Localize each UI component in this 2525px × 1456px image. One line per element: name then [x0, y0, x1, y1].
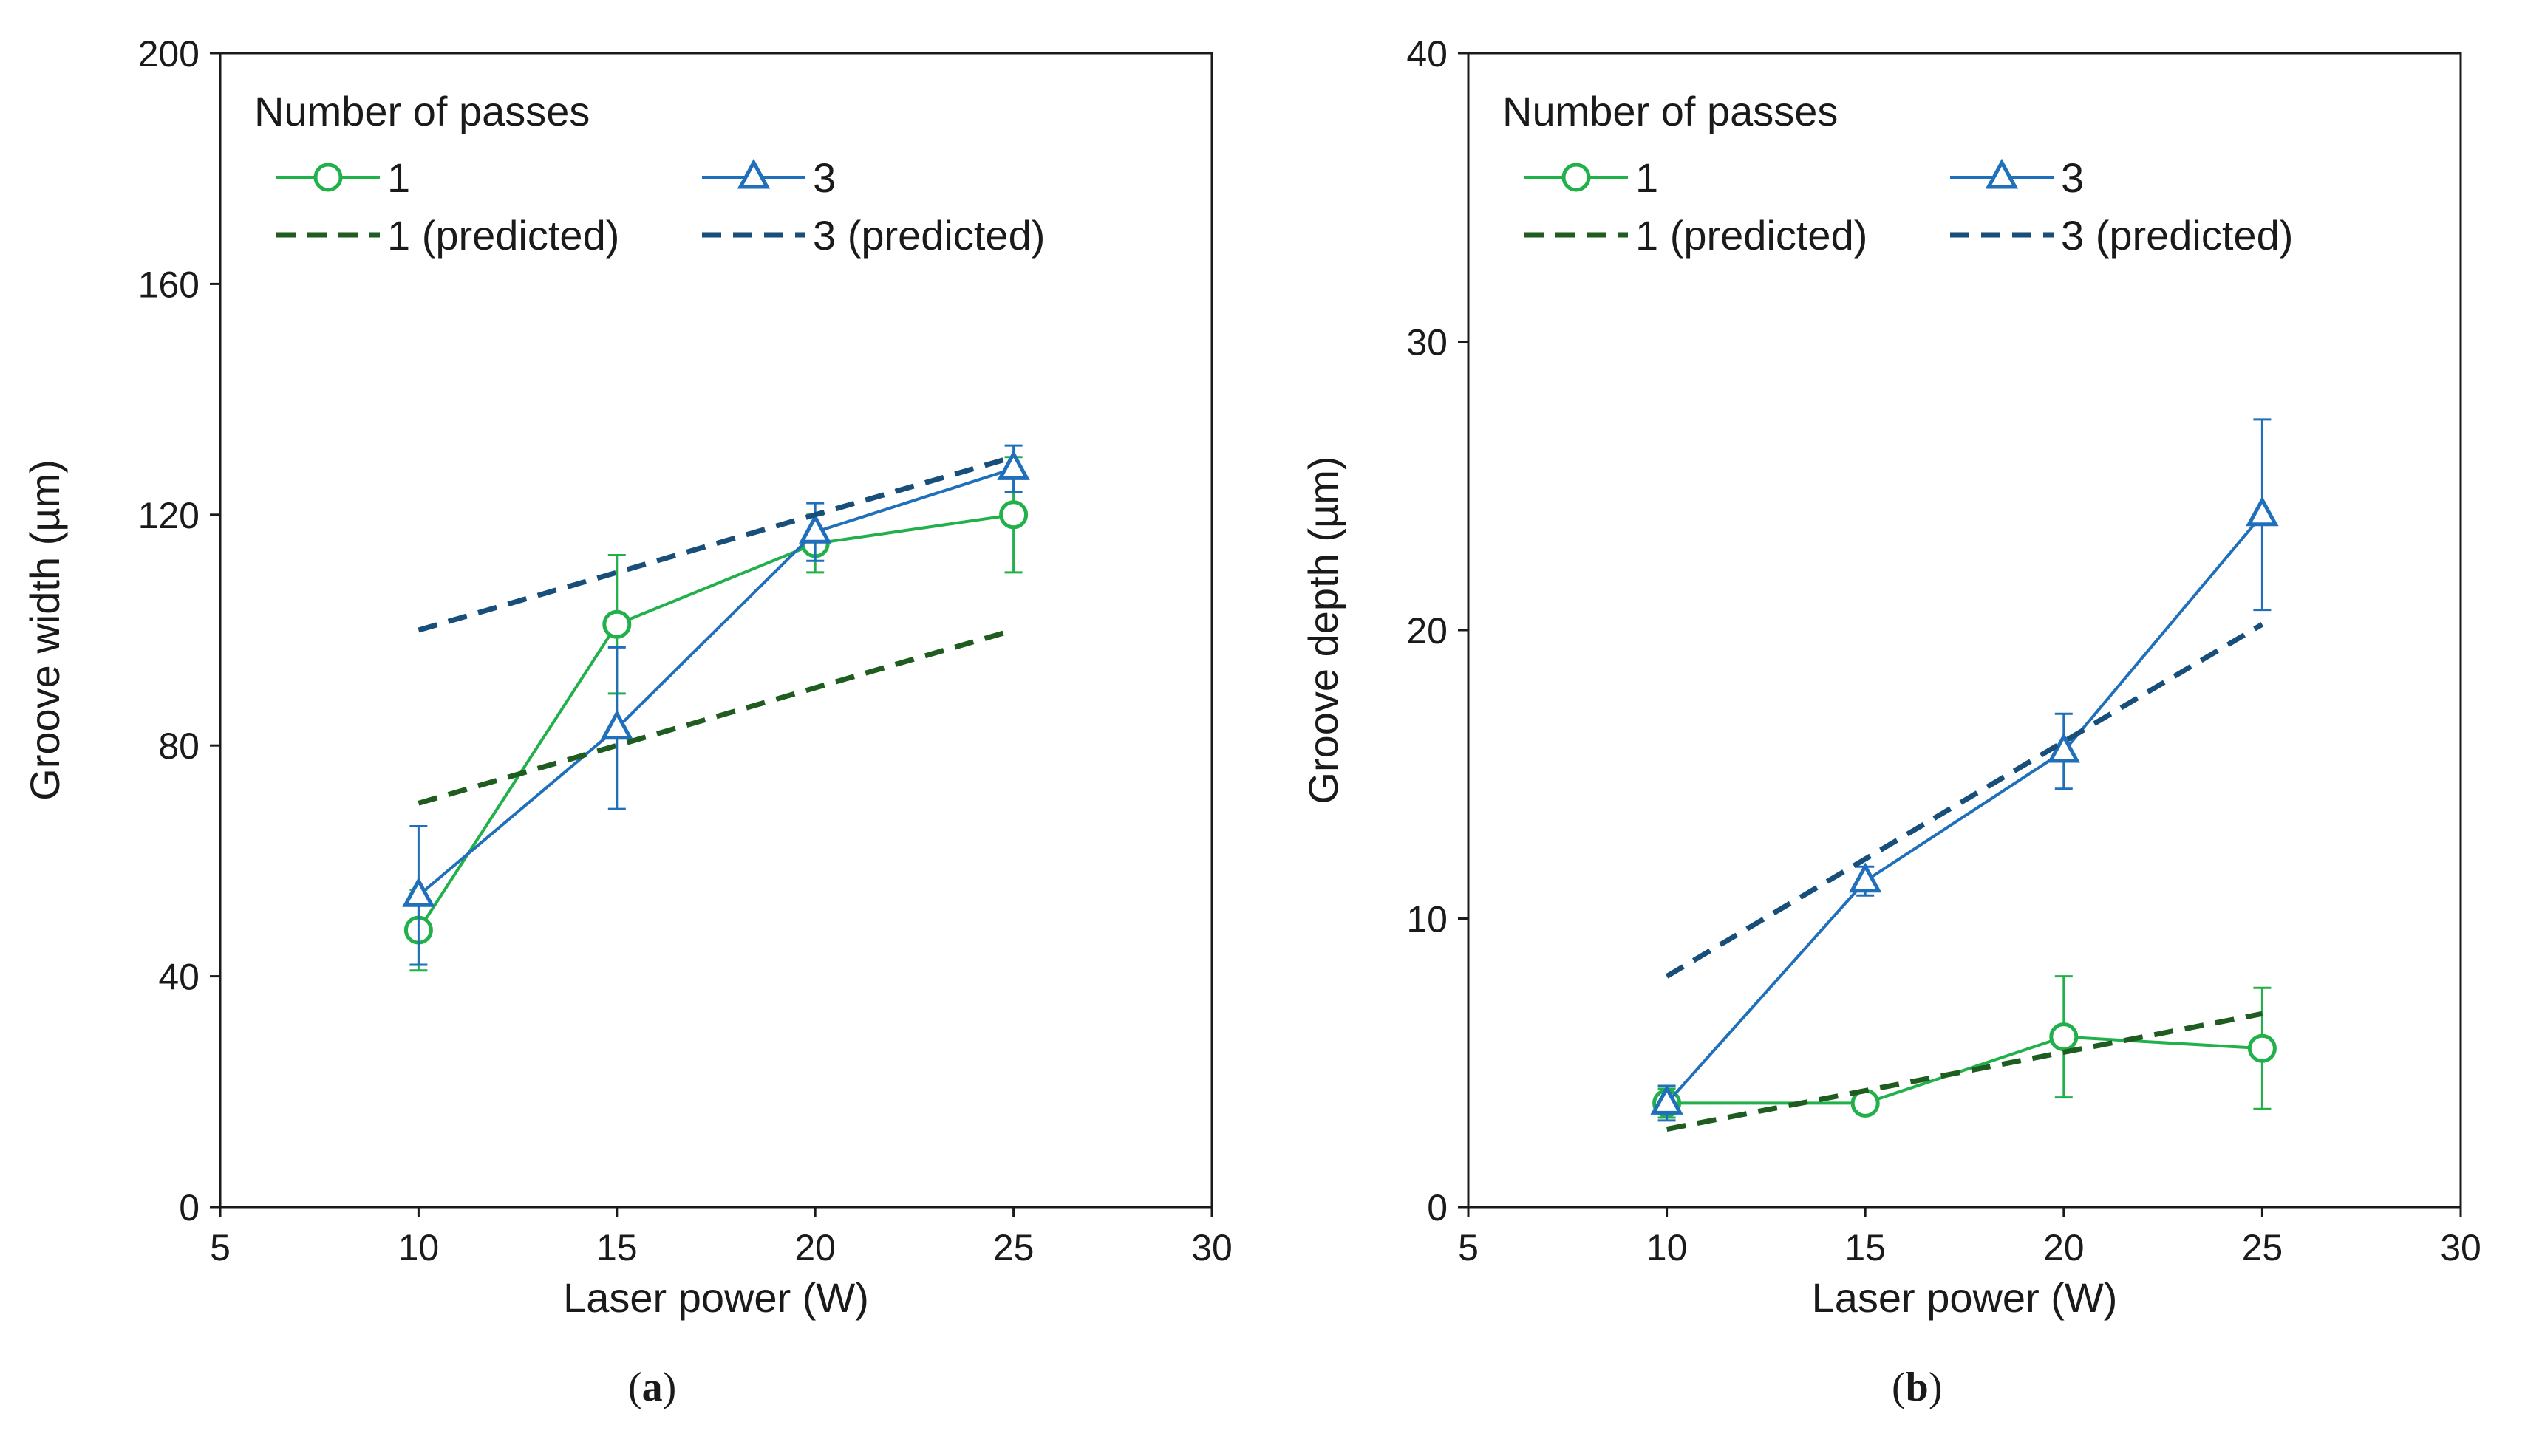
y-axis-title: Groove depth (µm) [1300, 456, 1346, 804]
legend-entry: 1 [1524, 154, 1658, 201]
series-1-predicted [418, 627, 1015, 806]
y-tick-label: 80 [158, 725, 200, 767]
legend-entry: 3 (predicted) [702, 212, 1045, 259]
data-point [2047, 732, 2081, 763]
x-tick-label: 15 [1844, 1227, 1886, 1268]
x-tick-label: 30 [2440, 1227, 2481, 1268]
data-point [600, 709, 634, 740]
x-tick-label: 5 [1458, 1227, 1479, 1268]
legend: Number of passes 1 3 1 (predicted) 3 (predic… [1502, 88, 2293, 259]
x-tick-label: 25 [993, 1227, 1035, 1268]
x-tick-label: 5 [210, 1227, 231, 1268]
series-3 [1650, 418, 2279, 1122]
y-tick-label: 20 [1406, 610, 1448, 652]
chart-panel-b: 5 10 15 20 25 30 0 10 20 30 40 Laser power (W) Groov… [1300, 33, 2481, 1410]
legend-label: 3 (predicted) [813, 212, 1045, 259]
x-axis-title: Laser power (W) [563, 1274, 869, 1321]
series-line [418, 467, 1015, 897]
y-tick-label: 0 [1427, 1187, 1448, 1228]
x-tick-label: 15 [596, 1227, 638, 1268]
x-tick-label: 30 [1191, 1227, 1233, 1268]
y-tick-label: 30 [1406, 322, 1448, 363]
legend-marker [1561, 163, 1591, 192]
legend-entry: 1 [276, 154, 410, 201]
legend-title: Number of passes [254, 88, 590, 134]
legend-label: 1 [1635, 154, 1658, 201]
legend-marker [737, 158, 771, 189]
legend-entry: 1 (predicted) [1524, 212, 1867, 259]
y-axis-title: Groove width (µm) [21, 459, 68, 801]
series-3 [402, 444, 1030, 966]
legend-entry: 3 [1950, 154, 2084, 201]
y-tick-label: 160 [138, 264, 200, 305]
data-point [1650, 1084, 1683, 1115]
panel-label: (a) [628, 1364, 676, 1410]
series-1-predicted [1666, 1011, 2263, 1132]
series-line [417, 513, 1014, 932]
data-point [999, 500, 1029, 530]
series-line [418, 454, 1015, 633]
data-point [1848, 862, 1882, 893]
x-tick-label: 10 [1646, 1227, 1688, 1268]
y-tick-label: 0 [179, 1187, 200, 1228]
data-point [997, 450, 1030, 480]
x-axis-title: Laser power (W) [1812, 1274, 2118, 1321]
legend-label: 3 [2061, 154, 2084, 201]
series-3-predicted [418, 454, 1015, 633]
data-point [602, 609, 632, 639]
series-line [1666, 513, 2263, 1104]
data-point [2247, 1033, 2277, 1063]
y-tick-label: 40 [158, 957, 200, 998]
x-tick-label: 25 [2242, 1227, 2283, 1268]
data-point [2049, 1022, 2079, 1052]
series-1 [1652, 975, 2277, 1119]
series-line [1665, 622, 2264, 979]
x-tick-label: 20 [2043, 1227, 2085, 1268]
series-1 [403, 456, 1029, 972]
series-line [1666, 1011, 2263, 1132]
plot-frame [1467, 52, 2462, 1209]
legend-label: 1 (predicted) [1635, 212, 1867, 259]
legend-label: 3 [813, 154, 836, 201]
y-tick-label: 40 [1406, 33, 1448, 75]
data-point [798, 513, 832, 544]
data-point [402, 877, 435, 907]
plot-frame [219, 52, 1213, 1209]
legend-entry: 3 (predicted) [1950, 212, 2293, 259]
y-tick-label: 200 [138, 33, 200, 75]
legend-label: 3 (predicted) [2061, 212, 2293, 259]
series-line [418, 627, 1015, 806]
legend-marker [313, 163, 343, 192]
legend-entry: 1 (predicted) [276, 212, 619, 259]
series-3-predicted [1665, 622, 2264, 979]
panel-label: (b) [1892, 1364, 1942, 1410]
legend-title: Number of passes [1502, 88, 1838, 134]
legend-label: 1 [387, 154, 410, 201]
x-tick-label: 10 [398, 1227, 440, 1268]
y-tick-label: 120 [138, 495, 200, 536]
legend-entry: 3 [702, 154, 836, 201]
x-tick-label: 20 [794, 1227, 836, 1268]
legend-label: 1 (predicted) [387, 212, 619, 259]
chart-panel-a: 5 10 15 20 25 30 0 40 80 120 160 200 Laser power (W)… [21, 33, 1233, 1410]
legend-marker [1985, 158, 2019, 189]
data-point [2246, 496, 2279, 527]
series-line [1666, 1035, 2263, 1105]
legend: Number of passes 1 3 1 (predicted) 3 (predic… [254, 88, 1045, 259]
y-tick-label: 10 [1406, 899, 1448, 940]
